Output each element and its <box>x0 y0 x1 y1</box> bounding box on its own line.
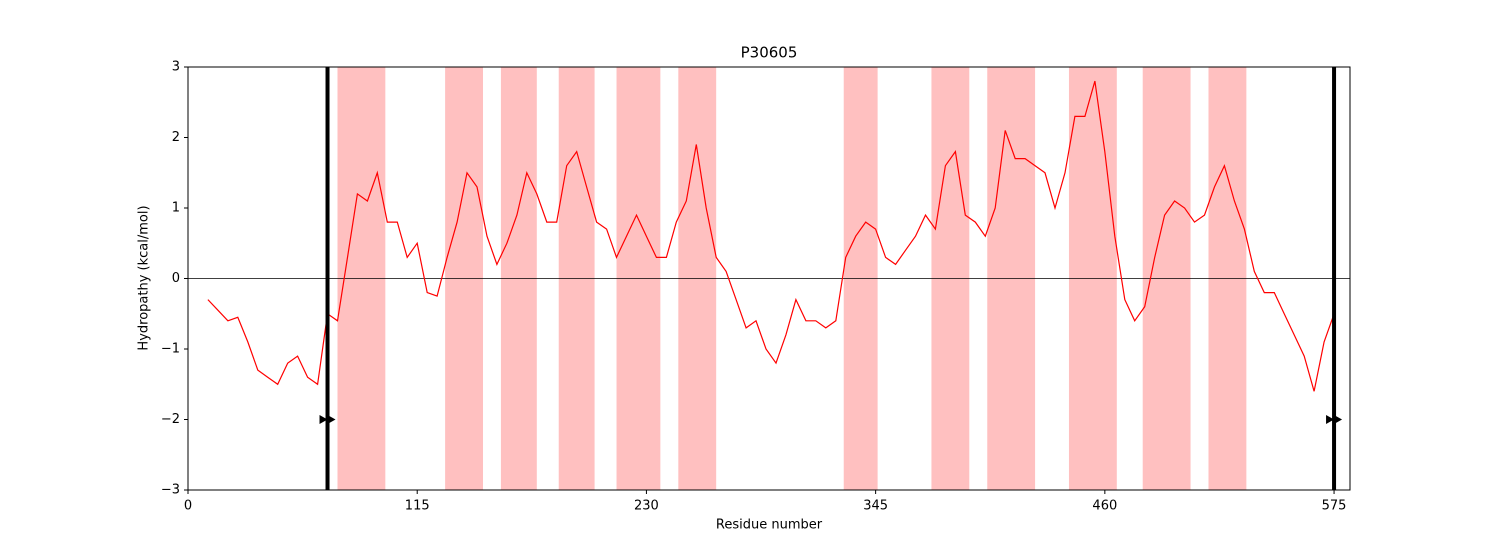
x-tick-label: 345 <box>863 499 888 514</box>
y-tick-label: 3 <box>172 60 180 75</box>
y-tick-label: 2 <box>172 130 180 145</box>
chart-title: P30605 <box>741 44 798 62</box>
y-tick-label: 0 <box>172 271 180 286</box>
y-axis-label: Hydropathy (kcal/mol) <box>137 205 152 350</box>
hydropathy-line <box>207 80 1335 392</box>
arrow-marker <box>1326 415 1343 424</box>
x-tick-label: 460 <box>1092 499 1117 514</box>
x-tick-label: 0 <box>184 499 192 514</box>
arrow-marker <box>319 415 336 424</box>
y-tick-label: −3 <box>161 483 180 498</box>
y-tick-label: 1 <box>172 201 180 216</box>
x-axis-label: Residue number <box>716 518 823 533</box>
x-tick-label: 575 <box>1322 499 1347 514</box>
y-tick-label: −2 <box>161 412 180 427</box>
x-tick-label: 115 <box>405 499 430 514</box>
y-tick-label: −1 <box>161 342 180 357</box>
x-tick-label: 230 <box>634 499 659 514</box>
